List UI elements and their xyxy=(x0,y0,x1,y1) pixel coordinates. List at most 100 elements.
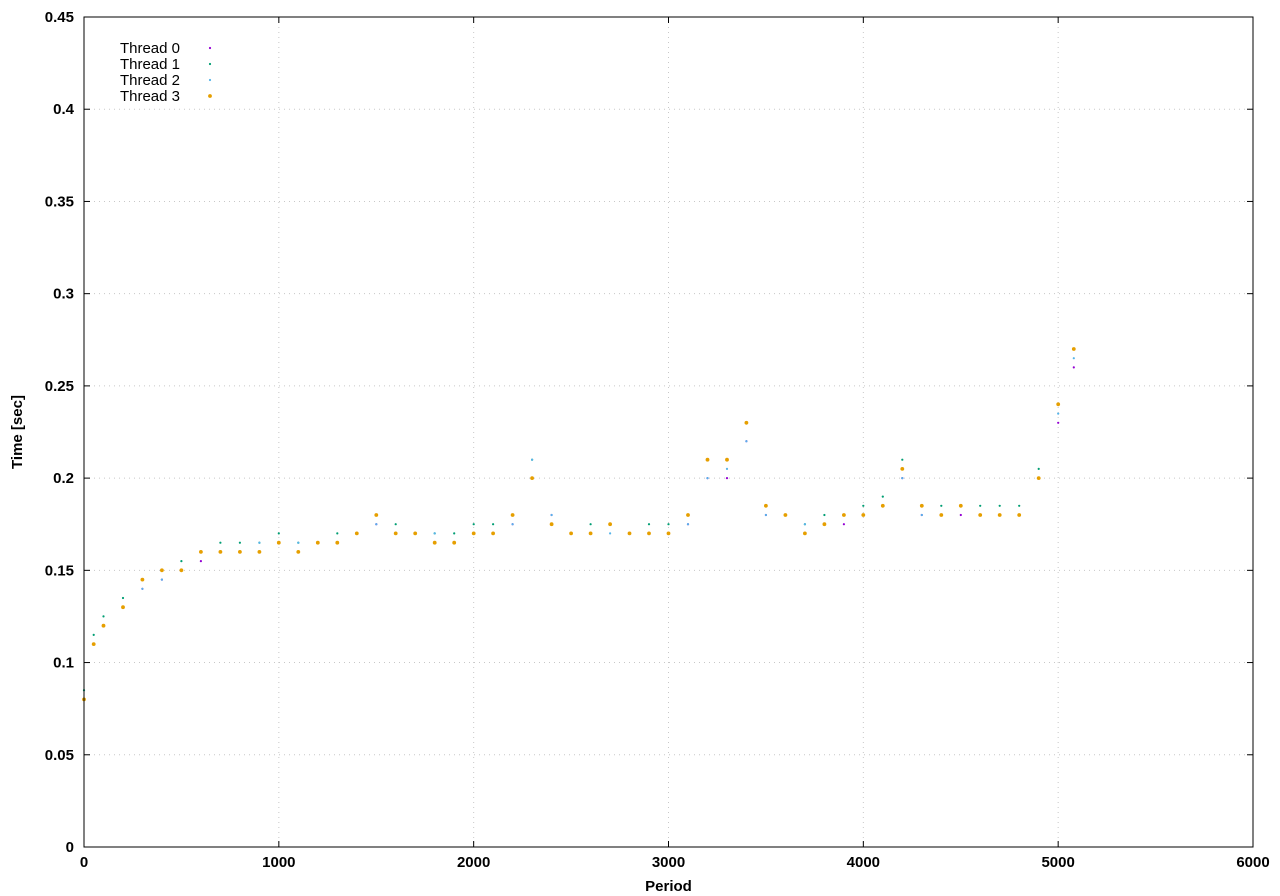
data-point xyxy=(1057,412,1060,415)
x-tick-label: 2000 xyxy=(457,854,490,871)
data-point xyxy=(1056,402,1061,407)
data-point xyxy=(491,531,495,536)
data-point xyxy=(998,504,1001,507)
data-point xyxy=(1018,504,1021,507)
data-point xyxy=(940,504,943,507)
x-tick-label: 5000 xyxy=(1041,854,1074,871)
data-point xyxy=(744,420,749,425)
data-point xyxy=(297,541,300,544)
y-tick-label: 0 xyxy=(66,839,74,856)
data-point xyxy=(725,457,729,462)
data-point xyxy=(394,523,397,526)
data-point xyxy=(919,503,924,508)
data-point xyxy=(180,560,183,563)
data-point xyxy=(588,531,593,536)
data-point xyxy=(958,503,963,508)
y-tick-label: 0.05 xyxy=(45,747,74,764)
data-point xyxy=(783,513,788,517)
data-point xyxy=(959,513,962,517)
data-point xyxy=(258,541,261,544)
data-point xyxy=(764,503,768,508)
data-point xyxy=(531,458,534,461)
data-point xyxy=(413,531,418,536)
data-point xyxy=(238,541,241,544)
data-point xyxy=(102,615,105,618)
data-point xyxy=(199,560,202,563)
data-point xyxy=(901,458,904,461)
data-point xyxy=(745,440,748,443)
y-tick-label: 0.15 xyxy=(45,562,74,579)
data-point xyxy=(823,513,826,517)
x-tick-label: 6000 xyxy=(1236,854,1269,871)
data-point xyxy=(842,513,846,517)
data-points xyxy=(82,347,1076,702)
data-point xyxy=(530,476,534,480)
legend-marker xyxy=(208,62,212,66)
data-point xyxy=(880,503,885,508)
data-point xyxy=(91,642,96,646)
data-point xyxy=(296,550,301,554)
x-tick-label: 3000 xyxy=(652,854,685,871)
x-axis-title: Period xyxy=(645,878,692,895)
grid xyxy=(84,17,1253,847)
data-point xyxy=(452,540,457,545)
data-point xyxy=(569,531,573,536)
legend-marker xyxy=(208,78,212,82)
x-tick-label: 1000 xyxy=(262,854,295,871)
data-point xyxy=(121,605,125,610)
data-point xyxy=(686,523,690,526)
data-point xyxy=(550,513,553,517)
y-tick-label: 0.35 xyxy=(45,193,74,210)
y-tick-label: 0.45 xyxy=(45,9,74,26)
data-point xyxy=(686,513,690,517)
data-point xyxy=(1071,347,1076,351)
data-point xyxy=(336,532,339,535)
data-point xyxy=(803,531,807,536)
legend-label: Thread 0 xyxy=(120,40,180,57)
data-point xyxy=(471,531,476,536)
data-point xyxy=(160,578,163,581)
y-tick-label: 0.25 xyxy=(45,378,74,395)
data-point xyxy=(179,568,184,573)
data-point xyxy=(218,550,223,554)
data-point xyxy=(1037,467,1040,470)
data-point xyxy=(705,457,710,462)
data-point xyxy=(492,523,495,526)
data-point xyxy=(432,540,437,545)
data-point xyxy=(141,587,144,590)
data-point xyxy=(92,633,95,637)
data-point xyxy=(647,531,651,536)
tick-labels: 0 1000 2000 3000 4000 5000 6000 0 0.05 0.1 0.15 0.2… xyxy=(45,9,1270,871)
y-tick-label: 0.4 xyxy=(53,101,75,118)
data-point xyxy=(667,523,670,526)
data-point xyxy=(647,523,651,526)
data-point xyxy=(822,522,827,527)
data-point xyxy=(920,513,923,517)
data-point xyxy=(276,540,281,545)
data-point xyxy=(511,523,514,526)
data-point xyxy=(374,513,379,517)
data-point xyxy=(472,523,475,526)
x-tick-label: 4000 xyxy=(847,854,880,871)
data-point xyxy=(219,541,222,544)
legend-label: Thread 2 xyxy=(120,72,180,89)
data-point xyxy=(900,467,905,471)
data-point xyxy=(101,623,106,628)
data-point xyxy=(862,504,865,507)
series-3 xyxy=(82,347,1076,702)
y-axis-title: Time [sec] xyxy=(9,395,26,469)
legend-marker xyxy=(208,46,212,50)
legend-label: Thread 3 xyxy=(120,88,180,105)
data-point xyxy=(725,477,729,480)
data-point xyxy=(1072,357,1075,360)
data-point xyxy=(881,495,884,498)
legend-label: Thread 1 xyxy=(120,56,180,73)
data-point xyxy=(199,550,203,554)
data-point xyxy=(764,513,768,517)
data-point xyxy=(335,540,340,545)
data-point xyxy=(978,513,983,517)
data-point xyxy=(589,523,592,526)
